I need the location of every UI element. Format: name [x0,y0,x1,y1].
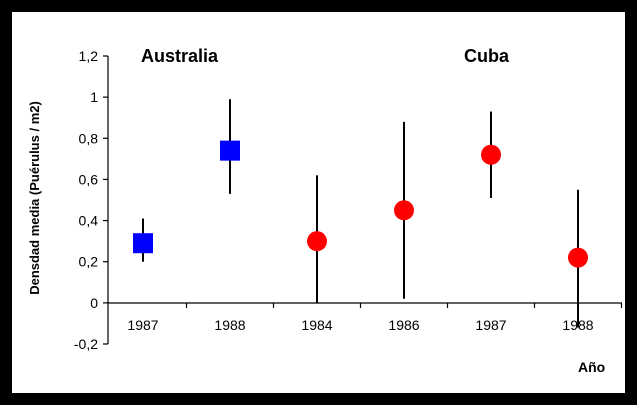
y-tick-label: 1,2 [79,48,99,64]
data-point-square [220,140,240,161]
error-bars [142,99,579,328]
y-axis-label: Densdad media (Puérulus / m2) [27,101,42,295]
y-tick-label: 0,8 [79,130,99,146]
x-axis-label: Año [578,359,605,375]
data-point-circle [307,231,327,252]
x-tick-label: 1986 [388,317,419,333]
x-tick-label: 1988 [214,317,245,333]
y-tick-label: -0,2 [74,336,98,352]
chart-frame: 1,2 1 0,8 0,6 0,4 0,2 0 -0,2 1987 1988 1984 1986 19… [12,12,625,393]
data-point-circle [394,200,414,221]
data-point-circle [568,247,588,268]
y-tick-label: 0,4 [79,213,99,229]
y-ticks: 1,2 1 0,8 0,6 0,4 0,2 0 -0,2 [74,48,108,352]
markers [133,140,588,268]
group-label-australia: Australia [141,46,219,66]
group-label-cuba: Cuba [464,46,510,66]
y-tick-label: 1 [90,89,98,105]
x-ticks: 198719881984198619871988 [127,303,623,333]
data-point-square [133,233,153,254]
y-tick-label: 0 [90,295,98,311]
y-tick-label: 0,2 [79,254,99,270]
data-point-circle [481,144,501,165]
chart: 1,2 1 0,8 0,6 0,4 0,2 0 -0,2 1987 1988 1984 1986 19… [27,46,623,375]
x-tick-label: 1987 [127,317,158,333]
y-tick-label: 0,6 [79,171,99,187]
x-tick-label: 1984 [301,317,332,333]
x-tick-label: 1987 [475,317,506,333]
